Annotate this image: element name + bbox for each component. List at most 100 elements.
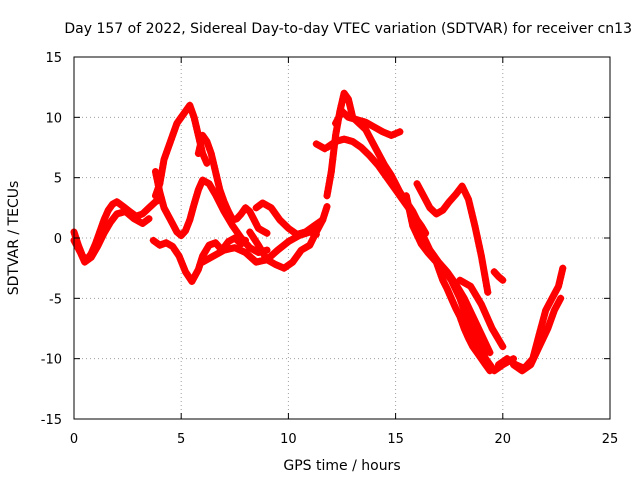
data-point — [456, 294, 464, 302]
data-point — [537, 340, 545, 348]
data-point — [455, 291, 462, 299]
y-tick-label: 10 — [45, 111, 62, 126]
data-point — [196, 144, 204, 151]
data-point — [547, 315, 555, 323]
data-point — [463, 331, 471, 339]
data-point — [174, 251, 182, 258]
data-point — [347, 107, 355, 115]
data-point — [461, 326, 469, 334]
data-point — [557, 270, 565, 278]
data-point — [323, 192, 331, 200]
data-point — [101, 214, 109, 222]
data-point — [449, 298, 457, 306]
data-point — [373, 160, 381, 168]
data-point — [475, 340, 482, 348]
data-point — [527, 361, 535, 369]
data-point — [194, 128, 202, 136]
data-point — [223, 204, 231, 212]
data-point — [79, 253, 87, 261]
data-point — [332, 127, 340, 135]
y-tick-label: 5 — [54, 172, 62, 187]
data-point — [327, 168, 335, 176]
data-point — [155, 185, 163, 193]
data-point — [102, 211, 110, 219]
data-point — [209, 156, 217, 164]
series-track-20 — [456, 276, 507, 351]
data-point — [416, 237, 424, 245]
data-point — [469, 213, 477, 221]
data-point — [483, 343, 491, 351]
data-point — [476, 343, 484, 351]
data-point — [195, 184, 203, 192]
data-point — [477, 300, 485, 308]
data-point — [559, 264, 567, 272]
y-tick-label: -5 — [49, 292, 62, 307]
data-point — [405, 202, 412, 210]
data-point — [558, 267, 566, 275]
x-axis-label: GPS time / hours — [283, 458, 400, 474]
data-point — [101, 213, 109, 221]
data-point — [191, 116, 199, 124]
data-point — [152, 168, 159, 176]
series-track-9 — [252, 199, 327, 238]
data-point — [531, 352, 539, 360]
data-point — [251, 257, 258, 264]
data-point — [479, 334, 487, 342]
x-tick-label: 5 — [177, 432, 185, 447]
data-point — [442, 283, 450, 291]
data-point — [447, 276, 455, 284]
data-point — [450, 282, 458, 290]
data-point — [154, 178, 162, 186]
data-point — [473, 337, 481, 345]
series-track-2 — [70, 208, 153, 266]
data-point — [457, 298, 465, 306]
data-point — [459, 302, 467, 310]
data-point — [485, 346, 492, 354]
data-point — [477, 331, 485, 338]
data-point — [410, 225, 418, 233]
data-point — [445, 290, 453, 297]
data-point — [540, 334, 547, 342]
data-point — [483, 312, 491, 320]
data-point — [321, 145, 329, 153]
data-point — [77, 250, 85, 258]
data-point — [412, 228, 420, 236]
data-point — [485, 366, 493, 374]
data-point — [214, 177, 222, 185]
data-point — [538, 337, 546, 345]
data-point — [448, 296, 456, 304]
data-point — [540, 314, 547, 322]
data-point — [450, 301, 458, 309]
data-point — [534, 346, 542, 354]
data-point — [450, 299, 457, 307]
data-point — [469, 328, 477, 335]
data-point — [541, 310, 549, 318]
data-point — [473, 322, 481, 329]
data-point — [329, 156, 337, 164]
series-track-5 — [149, 234, 249, 285]
data-point — [557, 294, 565, 302]
data-point — [208, 153, 216, 161]
series-track-11 — [332, 107, 404, 139]
data-point — [447, 293, 455, 301]
data-point — [159, 160, 167, 168]
data-point — [475, 242, 483, 250]
data-point — [479, 304, 487, 312]
data-point — [324, 188, 332, 196]
data-point — [449, 279, 457, 287]
data-point — [403, 197, 411, 205]
data-point — [462, 329, 470, 337]
data-point — [100, 216, 108, 224]
data-point — [480, 264, 487, 272]
data-point — [326, 176, 334, 184]
data-point — [344, 95, 352, 103]
x-tick-label: 25 — [602, 432, 619, 447]
data-point — [474, 237, 482, 245]
data-point — [346, 101, 354, 109]
data-point — [144, 216, 152, 223]
data-point — [396, 128, 404, 136]
data-point — [203, 159, 211, 167]
data-point — [478, 258, 486, 266]
data-point — [486, 349, 494, 357]
data-point — [484, 288, 492, 296]
